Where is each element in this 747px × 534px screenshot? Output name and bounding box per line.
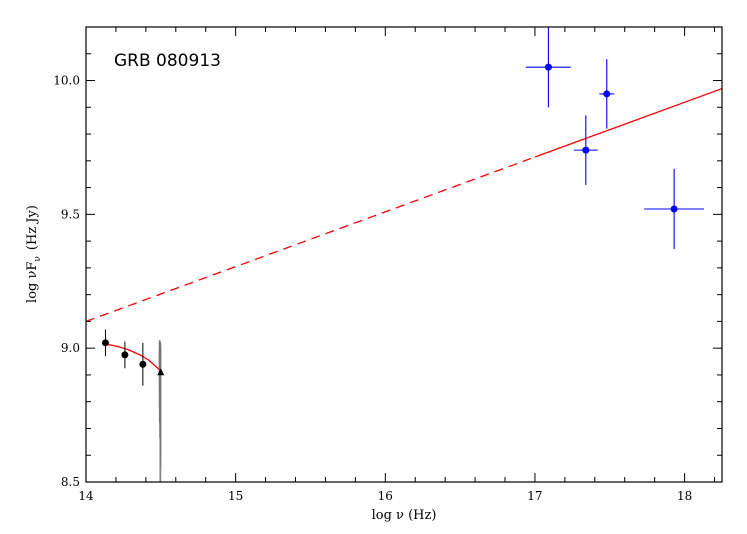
model-layer xyxy=(85,87,723,372)
model-curve-optical xyxy=(105,343,162,372)
xray-point xyxy=(582,146,590,154)
y-axis-label: log νFν (Hz Jy) xyxy=(25,205,43,303)
y-tick-label: 9.0 xyxy=(61,341,80,355)
xray-point xyxy=(603,90,611,98)
optical-point xyxy=(121,351,129,359)
x-tick-label: 17 xyxy=(527,489,542,503)
x-tick-label: 14 xyxy=(78,489,94,503)
y-tick-label: 10.0 xyxy=(53,74,80,88)
chart-title: GRB 080913 xyxy=(114,51,221,71)
optical-triangle-point xyxy=(157,368,165,376)
y-axis-label-prefix: log νF xyxy=(25,262,40,303)
y-axis-label-suffix: (Hz Jy) xyxy=(25,205,40,250)
x-axis-label: log ν (Hz) xyxy=(372,508,437,523)
points-layer xyxy=(101,27,705,386)
y-tick-label: 8.5 xyxy=(61,475,80,489)
optical-point xyxy=(101,339,109,347)
x-tick-label: 15 xyxy=(228,489,243,503)
x-tick-label: 18 xyxy=(677,489,692,503)
x-tick-label: 16 xyxy=(378,489,393,503)
optical-point xyxy=(139,360,147,368)
xray-point xyxy=(544,63,552,71)
ticks-layer: 14 15 16 17 18 8.5 9.0 9.5 10.0 xyxy=(53,26,722,503)
plot-frame xyxy=(85,26,723,483)
model-line-solid xyxy=(534,87,723,158)
xray-point xyxy=(670,205,678,213)
y-tick-label: 9.5 xyxy=(61,207,80,221)
y-axis-label-subscript: ν xyxy=(33,256,43,261)
model-line-dashed xyxy=(85,156,536,323)
